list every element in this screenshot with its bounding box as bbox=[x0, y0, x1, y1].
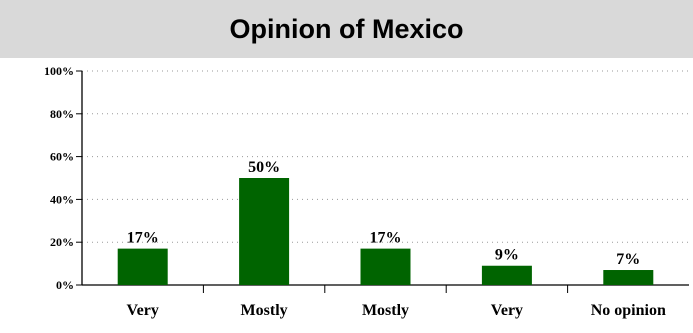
bar bbox=[360, 248, 411, 285]
bar bbox=[603, 270, 654, 285]
y-tick-label: 20% bbox=[50, 235, 74, 249]
category-label: Very bbox=[491, 302, 523, 319]
data-label: 17% bbox=[127, 230, 159, 247]
category-label: No opinion bbox=[591, 302, 666, 319]
bar bbox=[481, 265, 532, 285]
y-tick-label: 80% bbox=[50, 107, 74, 121]
chart-title-bar: Opinion of Mexico bbox=[0, 0, 693, 58]
bar bbox=[117, 248, 168, 285]
category-label: Mostly bbox=[362, 302, 409, 319]
y-tick-label: 100% bbox=[44, 64, 74, 78]
y-tick-label: 0% bbox=[56, 278, 74, 292]
bar-chart: 0% 20% 40% 60% 80% 100% 17% Very 50% Mostly 17% Mos… bbox=[44, 64, 689, 319]
category-label: Very bbox=[127, 302, 159, 319]
data-label: 17% bbox=[370, 230, 402, 247]
y-tick-label: 60% bbox=[50, 150, 74, 164]
chart-title: Opinion of Mexico bbox=[229, 13, 464, 44]
bar bbox=[239, 178, 290, 285]
category-label: Mostly bbox=[241, 302, 288, 319]
data-label: 7% bbox=[616, 251, 640, 268]
y-tick-label: 40% bbox=[50, 192, 74, 206]
data-label: 50% bbox=[248, 159, 280, 176]
data-label: 9% bbox=[495, 247, 519, 264]
